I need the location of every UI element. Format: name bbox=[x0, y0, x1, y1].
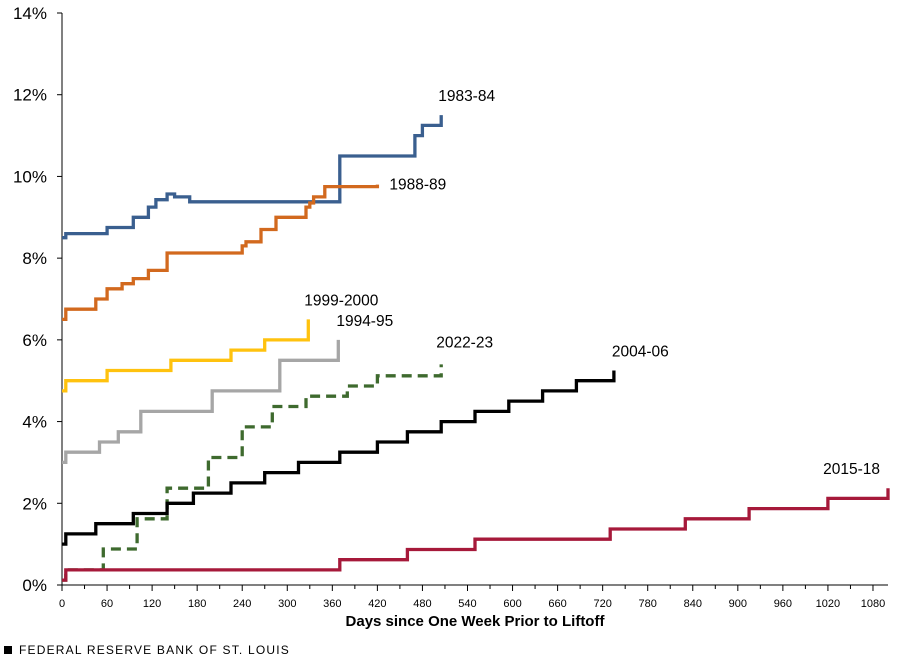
x-tick-label: 840 bbox=[684, 598, 702, 610]
series-line-2015-18 bbox=[62, 488, 890, 582]
y-tick-label: 6% bbox=[22, 331, 47, 350]
x-tick-label: 900 bbox=[729, 598, 747, 610]
y-tick-label: 10% bbox=[13, 167, 47, 186]
x-tick-label: 720 bbox=[593, 598, 611, 610]
footer-square-icon bbox=[4, 646, 12, 654]
axes: 0% 2% 4% 6% 8% 10% 12% 14% 0 60 120 180 240 300 360 420… bbox=[13, 4, 888, 610]
series-line-2004-06 bbox=[62, 370, 616, 546]
x-tick-label: 420 bbox=[368, 598, 386, 610]
footer-text: FEDERAL RESERVE BANK OF ST. LOUIS bbox=[19, 643, 290, 657]
x-tick-label: 480 bbox=[413, 598, 431, 610]
x-tick-label: 960 bbox=[774, 598, 792, 610]
series-line-1999-2000 bbox=[62, 319, 310, 393]
y-tick-label: 2% bbox=[22, 494, 47, 513]
series-group bbox=[62, 115, 890, 582]
series-label-1994-95: 1994-95 bbox=[336, 313, 393, 330]
series-line-2022-23 bbox=[62, 364, 443, 582]
series-line-1994-95 bbox=[62, 339, 340, 465]
x-tick-label: 780 bbox=[639, 598, 657, 610]
x-axis-label: Days since One Week Prior to Liftoff bbox=[346, 613, 606, 630]
x-tick-label: 120 bbox=[143, 598, 161, 610]
x-tick-label: 240 bbox=[233, 598, 251, 610]
x-tick-label: 540 bbox=[458, 598, 476, 610]
x-tick-label: 180 bbox=[188, 598, 206, 610]
series-labels: 1983-84 1988-89 1999-2000 1994-95 2022-23 200… bbox=[304, 88, 880, 478]
series-line-1983-84 bbox=[62, 115, 443, 240]
series-label-2022-23: 2022-23 bbox=[436, 334, 493, 351]
x-tick-label: 60 bbox=[101, 598, 113, 610]
y-tick-label: 8% bbox=[22, 249, 47, 268]
footer: FEDERAL RESERVE BANK OF ST. LOUIS bbox=[4, 643, 290, 657]
line-chart: 0% 2% 4% 6% 8% 10% 12% 14% 0 60 120 180 240 300 360 420… bbox=[13, 4, 890, 630]
x-tick-label: 360 bbox=[323, 598, 341, 610]
series-label-2015-18: 2015-18 bbox=[823, 461, 880, 478]
x-tick-label: 660 bbox=[548, 598, 566, 610]
y-tick-label: 12% bbox=[13, 86, 47, 105]
series-line-1988-89 bbox=[62, 184, 380, 322]
x-tick-label: 600 bbox=[503, 598, 521, 610]
series-label-1983-84: 1983-84 bbox=[438, 88, 495, 105]
y-tick-label: 4% bbox=[22, 413, 47, 432]
x-tick-label: 300 bbox=[278, 598, 296, 610]
x-tick-label: 1020 bbox=[816, 598, 840, 610]
series-label-2004-06: 2004-06 bbox=[612, 344, 669, 361]
x-tick-label: 0 bbox=[59, 598, 65, 610]
y-tick-label: 0% bbox=[22, 576, 47, 595]
y-tick-label: 14% bbox=[13, 4, 47, 23]
x-tick-label: 1080 bbox=[861, 598, 885, 610]
series-label-1999-2000: 1999-2000 bbox=[304, 292, 379, 309]
series-label-1988-89: 1988-89 bbox=[389, 177, 446, 194]
